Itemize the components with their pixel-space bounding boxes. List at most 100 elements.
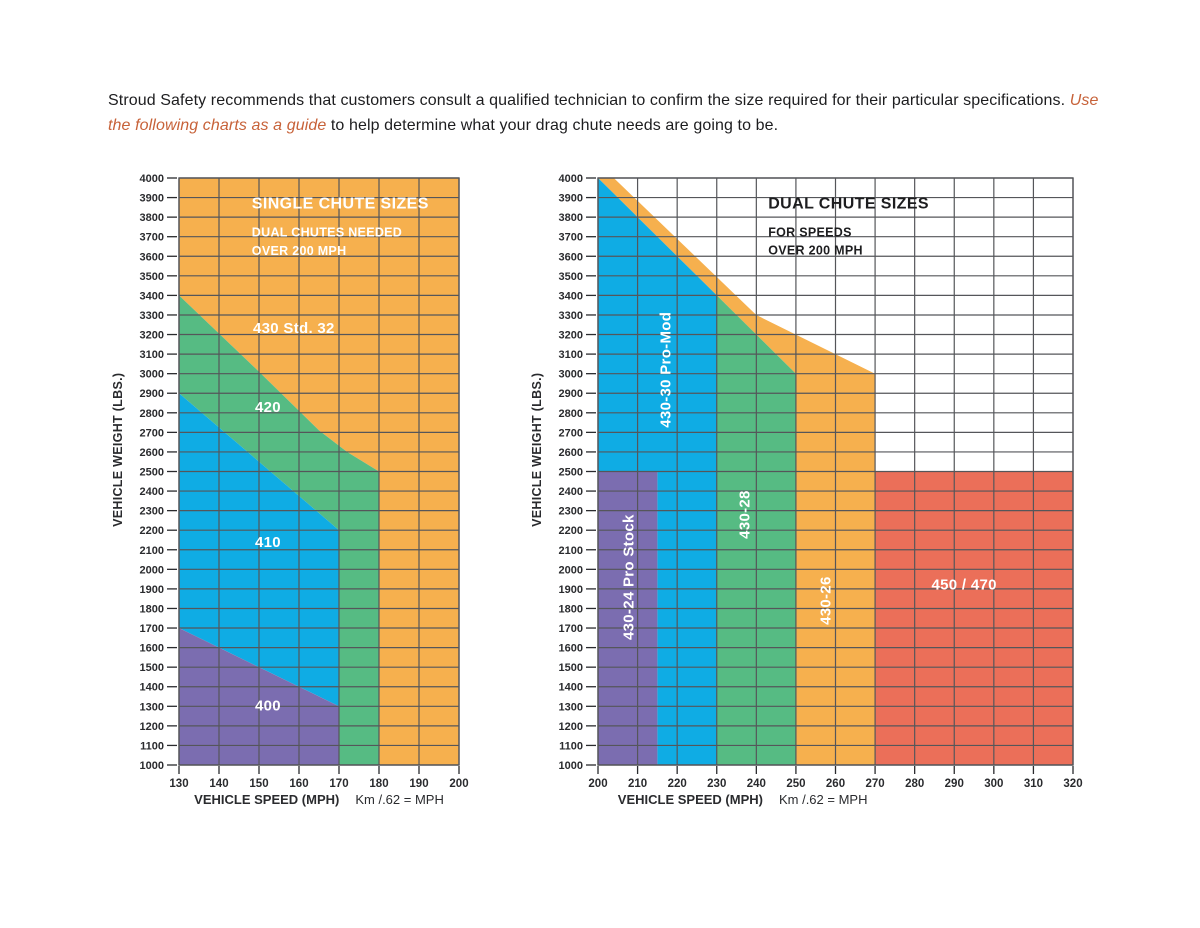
region-label-430-26: 430-26 [817,576,834,625]
intro-paragraph: Stroud Safety recommends that customers … [108,88,1100,138]
y-tick-label: 1400 [559,682,583,694]
y-tick-label: 2600 [559,447,583,459]
y-tick-label: 1000 [559,760,583,772]
y-tick-label: 4000 [559,173,583,185]
y-tick-label: 1800 [559,603,583,615]
chart-subtitle: OVER 200 MPH [252,244,347,258]
y-tick-label: 2700 [140,427,164,439]
y-tick-label: 3500 [140,271,164,283]
y-tick-label: 3300 [559,310,583,322]
y-tick-label: 1600 [140,643,164,655]
x-tick-label: 200 [588,778,607,790]
x-tick-label: 310 [1024,778,1043,790]
x-tick-label: 200 [449,778,468,790]
region-430-26 [598,178,876,765]
y-tick-label: 2200 [140,525,164,537]
chart-subtitle: OVER 200 MPH [768,243,863,257]
x-tick-label: 190 [409,778,428,790]
region-label-430-24-pro-stock: 430-24 Pro Stock [620,514,637,640]
y-tick-label: 1500 [140,662,164,674]
single-chute-sizes-y-axis: 1000 1100 1200 1300 1400 1500 1600 1700 1800 1900… [140,173,177,772]
region-label-430-30-pro-mod: 430-30 Pro-Mod [658,312,675,428]
y-tick-label: 3900 [559,193,583,205]
y-tick-label: 3100 [559,349,583,361]
y-tick-label: 1000 [140,760,164,772]
y-tick-label: 2100 [140,545,164,557]
y-tick-label: 3200 [559,330,583,342]
chart-single-chute-sizes: 1000 1100 1200 1300 1400 1500 1600 1700 1800 1900… [111,173,469,807]
region-label-430-28: 430-28 [737,490,754,539]
x-tick-label: 290 [945,778,964,790]
x-tick-label: 240 [747,778,766,790]
y-tick-label: 3700 [559,232,583,244]
y-tick-label: 1500 [559,662,583,674]
y-tick-label: 1300 [140,701,164,713]
y-tick-label: 3900 [140,193,164,205]
y-tick-label: 2400 [140,486,164,498]
y-tick-label: 2100 [559,545,583,557]
chart-subtitle: FOR SPEEDS [768,226,852,240]
y-tick-label: 2700 [559,427,583,439]
y-tick-label: 2300 [559,506,583,518]
single-chute-sizes-x-axis: 130 140 150 160 170 180 190 200 [169,766,469,790]
y-tick-label: 2200 [559,525,583,537]
intro-emphasis-text: Use the following charts as a guide [108,92,1099,134]
x-tick-label: 150 [249,778,268,790]
region-450-470 [875,471,1073,765]
y-tick-label: 2400 [559,486,583,498]
x-tick-label: 180 [369,778,388,790]
y-tick-label: 3800 [140,212,164,224]
y-tick-label: 1200 [559,721,583,733]
intro-text-before: Stroud Safety recommends that customers … [108,92,1070,109]
y-tick-label: 2000 [559,564,583,576]
intro-text-after: to help determine what your drag chute n… [326,117,779,134]
region-430-std-32 [179,178,459,765]
y-tick-label: 1100 [559,740,583,752]
y-tick-label: 2500 [559,467,583,479]
y-tick-label: 3800 [559,212,583,224]
y-tick-label: 3000 [140,369,164,381]
y-tick-label: 2000 [140,564,164,576]
y-tick-label: 3200 [140,330,164,342]
y-tick-label: 1300 [559,701,583,713]
dual-chute-sizes-gridlines [597,177,1074,766]
x-tick-label: 230 [707,778,726,790]
y-tick-label: 1600 [559,643,583,655]
x-tick-label: 140 [209,778,228,790]
y-tick-label: 2600 [140,447,164,459]
dual-chute-sizes-x-axis: 200 210 220 230 240 250 260 270 280 290 300 310 320 [588,766,1083,790]
region-label-450-470: 450 / 470 [932,576,997,593]
y-tick-label: 4000 [140,173,164,185]
dual-chute-sizes-y-axis: 1000 1100 1200 1300 1400 1500 1600 1700 1800 1900… [559,173,596,772]
y-tick-label: 2900 [559,388,583,400]
y-tick-label: 1900 [559,584,583,596]
dual-chute-sizes-plot-border [597,177,1074,766]
chart-dual-chute-sizes: 1000 1100 1200 1300 1400 1500 1600 1700 1800 1900… [530,173,1083,807]
single-chute-sizes-plot-border [178,177,460,766]
y-tick-label: 2900 [140,388,164,400]
y-tick-label: 3600 [559,251,583,263]
y-tick-label: 3100 [140,349,164,361]
y-tick-label: 1200 [140,721,164,733]
x-tick-label: 170 [329,778,348,790]
y-tick-label: 1100 [140,740,164,752]
y-axis-title: VEHICLE WEIGHT (LBS.) [111,373,125,527]
chart-title: DUAL CHUTE SIZES [768,195,929,212]
y-tick-label: 3500 [559,271,583,283]
x-tick-label: 300 [984,778,1003,790]
region-label-410: 410 [255,534,281,551]
y-tick-label: 3700 [140,232,164,244]
region-label-420: 420 [255,399,281,416]
y-tick-label: 1800 [140,603,164,615]
y-tick-label: 1700 [559,623,583,635]
y-tick-label: 1400 [140,682,164,694]
y-tick-label: 3600 [140,251,164,263]
chart-title: SINGLE CHUTE SIZES [252,195,429,212]
y-tick-label: 2500 [140,467,164,479]
x-tick-label: 280 [905,778,924,790]
y-axis-title: VEHICLE WEIGHT (LBS.) [530,373,544,527]
x-axis-title: VEHICLE SPEED (MPH) Km /.62 = MPH [194,792,444,807]
region-430-24-pro-stock [598,471,658,765]
